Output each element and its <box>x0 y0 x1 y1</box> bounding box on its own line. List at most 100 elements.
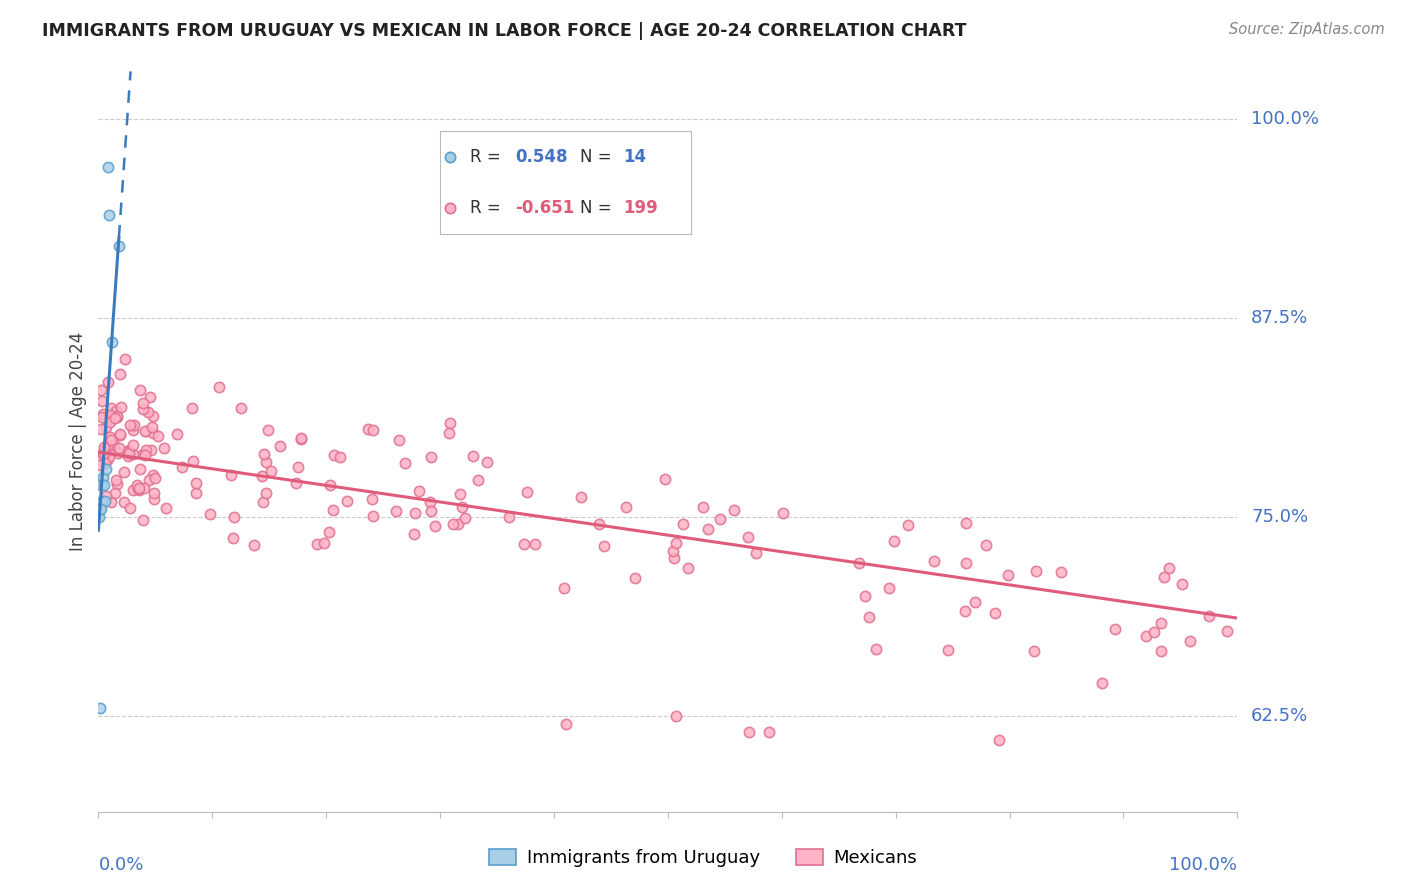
Text: Source: ZipAtlas.com: Source: ZipAtlas.com <box>1229 22 1385 37</box>
Point <box>877 581 900 595</box>
Point <box>91 407 114 421</box>
Point <box>222 532 245 546</box>
Point <box>1024 644 1046 658</box>
Point <box>858 610 880 624</box>
Point <box>229 401 252 415</box>
Point <box>91 470 114 484</box>
Point <box>477 455 499 469</box>
Point <box>408 483 430 498</box>
Point <box>107 446 129 460</box>
Point <box>738 725 761 739</box>
Point <box>181 454 204 468</box>
Point <box>441 516 464 531</box>
Point <box>936 642 959 657</box>
Point <box>357 422 380 436</box>
Point <box>96 439 118 453</box>
Point <box>128 483 150 498</box>
Point <box>131 513 153 527</box>
Point <box>170 460 193 475</box>
Point <box>384 503 406 517</box>
Point <box>318 525 340 540</box>
Point <box>117 446 139 460</box>
Point <box>524 537 547 551</box>
Text: 62.5%: 62.5% <box>1251 707 1309 725</box>
Point <box>254 486 277 500</box>
Point <box>110 367 132 381</box>
Point <box>142 409 165 424</box>
Point <box>139 390 162 404</box>
Point <box>692 500 714 514</box>
Point <box>94 456 117 470</box>
Point <box>108 239 131 253</box>
Point <box>322 502 344 516</box>
Point <box>200 507 222 521</box>
Point <box>388 434 411 448</box>
Point <box>987 733 1010 747</box>
Point <box>997 568 1019 582</box>
Point <box>128 481 150 495</box>
Point <box>110 401 132 415</box>
Point <box>186 476 208 491</box>
Point <box>98 450 121 464</box>
Point <box>132 402 155 417</box>
Legend: Immigrants from Uruguay, Mexicans: Immigrants from Uruguay, Mexicans <box>481 841 925 874</box>
Point <box>141 425 163 440</box>
Point <box>127 482 149 496</box>
Point <box>100 433 122 447</box>
Text: 0.0%: 0.0% <box>98 856 143 874</box>
Point <box>1135 628 1157 642</box>
Point <box>498 509 520 524</box>
Point <box>100 415 122 429</box>
Point <box>141 420 163 434</box>
Point <box>91 393 114 408</box>
Point <box>1150 644 1173 658</box>
Point <box>93 440 115 454</box>
Text: 75.0%: 75.0% <box>1251 508 1309 526</box>
Point <box>402 526 425 541</box>
Point <box>105 476 128 491</box>
Point <box>94 489 117 503</box>
Point <box>105 409 128 424</box>
Point <box>516 485 538 500</box>
Point <box>467 473 489 487</box>
Point <box>90 383 112 397</box>
Point <box>257 423 280 437</box>
Point <box>90 494 112 508</box>
Point <box>108 428 131 442</box>
Point <box>260 464 283 478</box>
Point <box>186 486 208 500</box>
Point <box>865 641 887 656</box>
Point <box>513 536 536 550</box>
Point <box>93 445 115 459</box>
Point <box>96 419 118 434</box>
Point <box>772 506 794 520</box>
Point <box>290 431 312 445</box>
Point <box>103 438 125 452</box>
Point <box>222 510 245 524</box>
Point <box>100 401 122 415</box>
Point <box>553 581 575 595</box>
Point <box>672 516 695 531</box>
Point <box>963 595 986 609</box>
Point <box>588 516 610 531</box>
Point <box>461 450 484 464</box>
Point <box>134 481 156 495</box>
Point <box>121 483 143 497</box>
Point <box>98 412 121 426</box>
Y-axis label: In Labor Force | Age 20-24: In Labor Force | Age 20-24 <box>69 332 87 551</box>
Point <box>336 494 359 508</box>
Point <box>974 538 997 552</box>
Point <box>269 439 291 453</box>
Point <box>253 447 276 461</box>
Point <box>112 466 135 480</box>
Point <box>555 717 578 731</box>
Point <box>1215 624 1237 639</box>
Point <box>447 516 470 531</box>
Point <box>122 419 145 434</box>
Point <box>593 539 616 553</box>
Point <box>89 510 111 524</box>
Point <box>112 495 135 509</box>
Point <box>208 380 231 394</box>
Point <box>98 408 121 422</box>
Point <box>135 424 157 438</box>
